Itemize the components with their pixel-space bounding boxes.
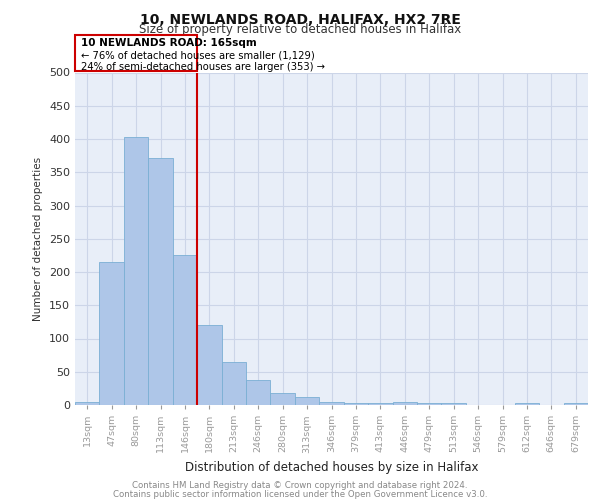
Bar [442, 403, 466, 405]
Bar [295, 397, 319, 405]
Text: 10, NEWLANDS ROAD, HALIFAX, HX2 7RE: 10, NEWLANDS ROAD, HALIFAX, HX2 7RE [140, 12, 460, 26]
Bar [75, 402, 100, 405]
Bar [271, 393, 295, 405]
X-axis label: Distribution of detached houses by size in Halifax: Distribution of detached houses by size … [185, 461, 478, 474]
Text: 24% of semi-detached houses are larger (353) →: 24% of semi-detached houses are larger (… [81, 62, 325, 72]
Text: 10 NEWLANDS ROAD: 165sqm: 10 NEWLANDS ROAD: 165sqm [81, 38, 257, 48]
Bar [392, 402, 417, 405]
Bar [319, 402, 344, 405]
Bar [563, 403, 588, 405]
Bar [417, 403, 442, 405]
Bar [148, 158, 173, 405]
Y-axis label: Number of detached properties: Number of detached properties [34, 156, 43, 321]
Text: Contains HM Land Registry data © Crown copyright and database right 2024.: Contains HM Land Registry data © Crown c… [132, 481, 468, 490]
Bar [246, 380, 271, 405]
Bar [173, 254, 197, 405]
Text: Contains public sector information licensed under the Open Government Licence v3: Contains public sector information licen… [113, 490, 487, 499]
Bar [124, 137, 148, 405]
Bar [515, 403, 539, 405]
Bar [197, 325, 221, 405]
Text: Size of property relative to detached houses in Halifax: Size of property relative to detached ho… [139, 24, 461, 36]
Bar [368, 403, 392, 405]
Bar [344, 403, 368, 405]
Bar [100, 262, 124, 405]
Text: ← 76% of detached houses are smaller (1,129): ← 76% of detached houses are smaller (1,… [81, 50, 315, 60]
Bar [221, 362, 246, 405]
